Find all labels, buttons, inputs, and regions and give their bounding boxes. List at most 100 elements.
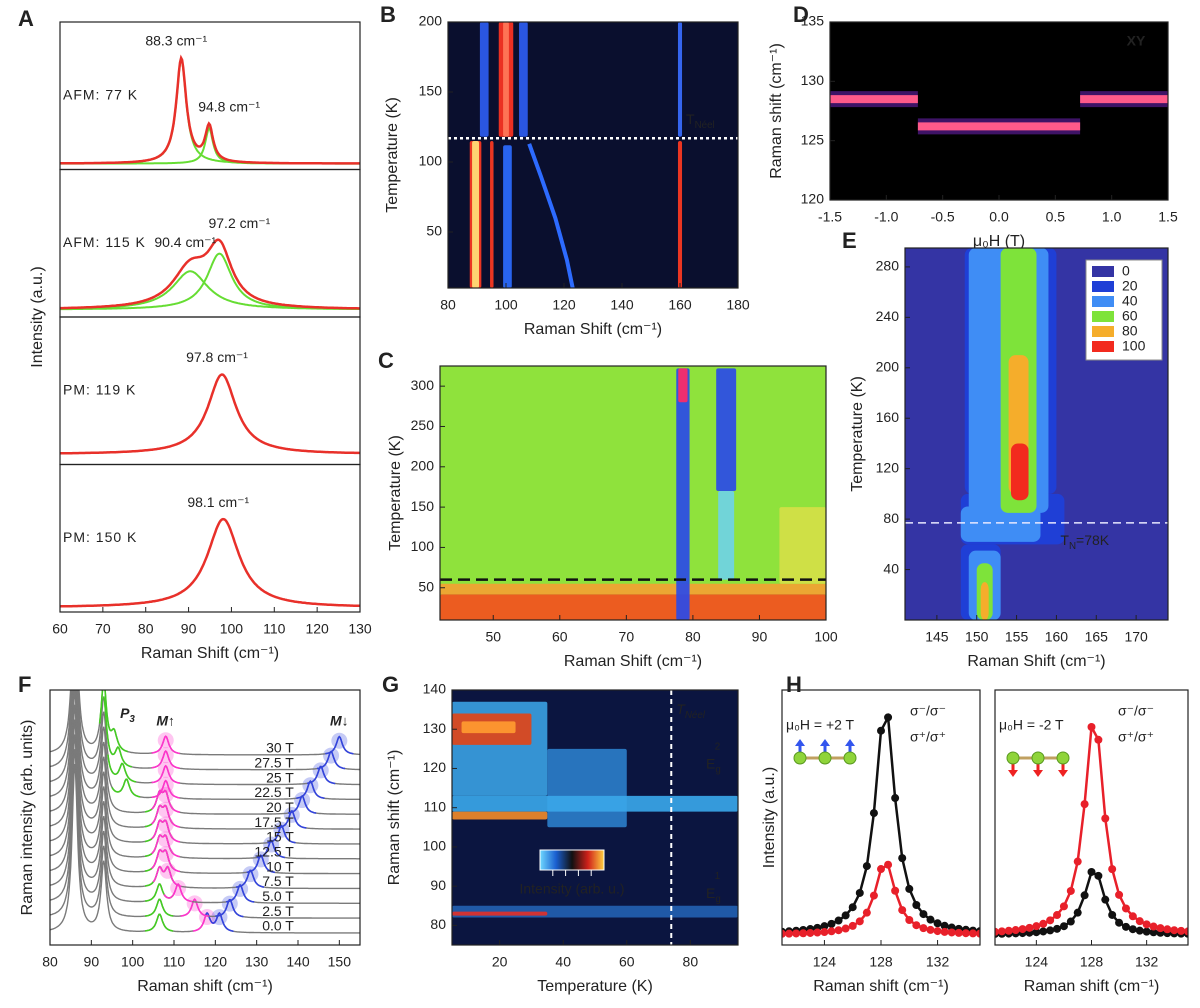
data-point: [947, 928, 956, 937]
m_down-peak: [307, 765, 336, 785]
data-point: [905, 916, 914, 925]
data-point: [912, 921, 921, 930]
transition-label: TNéel: [686, 111, 715, 131]
data-point: [834, 916, 843, 925]
colorbar: [539, 849, 605, 871]
x-axis-label: Raman shift (cm⁻¹): [1024, 978, 1160, 995]
panel-letter: H: [786, 672, 802, 697]
data-point: [1101, 814, 1110, 823]
data-point: [1135, 917, 1144, 926]
data-point: [1059, 922, 1068, 931]
plot-area: [60, 54, 360, 165]
x-tick-label: 80: [440, 297, 456, 313]
x-tick-label: 132: [1135, 954, 1159, 970]
legend-label: σ⁻/σ⁻: [910, 703, 946, 719]
p3-peak: [98, 690, 128, 753]
data-point: [891, 886, 900, 895]
x-tick-label: 130: [245, 954, 269, 970]
m_up-glow: [157, 732, 174, 749]
x-tick-label: 1.5: [1158, 209, 1178, 225]
annotation-main: P: [120, 705, 130, 721]
x-tick-label: 80: [42, 954, 58, 970]
region: [960, 506, 1041, 542]
trace: [50, 734, 360, 904]
m_down-glow: [323, 747, 340, 764]
transition-label: TN=78K: [1060, 532, 1109, 552]
m_up-peak: [180, 898, 209, 917]
x-tick-label: 180: [726, 297, 750, 313]
m_down-glow: [331, 732, 348, 749]
data-point: [926, 925, 935, 934]
region: [452, 795, 738, 812]
data-point: [976, 929, 980, 938]
annotation: M↑: [156, 713, 175, 729]
transition-label: TNéel: [676, 701, 706, 721]
plot-area: [60, 517, 360, 608]
m_down-glow: [232, 880, 249, 897]
x-tick-label: 60: [552, 629, 568, 645]
y-tick-label: 250: [411, 417, 435, 433]
x-tick-label: 170: [1124, 629, 1148, 645]
m_up-glow: [157, 846, 174, 863]
data-point: [1094, 735, 1103, 744]
region: [440, 583, 826, 595]
x-tick-label: 132: [926, 954, 950, 970]
x-tick-label: 155: [1005, 629, 1029, 645]
data-point: [919, 924, 928, 933]
x-tick-label: 50: [485, 629, 501, 645]
x-tick-label: -1.0: [874, 209, 898, 225]
y-tick-label: 100: [411, 538, 435, 554]
y-tick-label: 40: [883, 560, 899, 576]
x-tick-label: 110: [163, 954, 186, 970]
region: [676, 368, 690, 620]
y-axis-label: Intensity (a.u.): [29, 266, 46, 367]
component-curve: [60, 270, 360, 310]
axes-frame: [781, 689, 981, 946]
data-point: [855, 917, 864, 926]
data-point: [1121, 904, 1130, 913]
data-point: [898, 854, 907, 863]
m_down-glow: [294, 792, 311, 809]
data-point: [1046, 926, 1055, 935]
m_up-peak: [151, 764, 180, 784]
region: [440, 594, 826, 620]
y-tick-label: 120: [423, 759, 447, 775]
y-tick-label: 130: [423, 720, 447, 736]
annotation: AFM: 115 K: [63, 234, 146, 250]
fit-curve: [60, 373, 360, 455]
spin-head: [795, 739, 805, 746]
atom: [843, 751, 857, 765]
atom: [1056, 751, 1070, 765]
data-point: [1135, 926, 1144, 935]
panel-letter: B: [380, 2, 396, 27]
m_up-peak: [163, 883, 193, 903]
p3-peak: [145, 913, 174, 932]
y-tick-label: 140: [423, 681, 447, 697]
data-point: [1039, 919, 1048, 928]
field-label: 5.0 T: [262, 888, 294, 904]
data-point: [1108, 865, 1117, 874]
x-tick-label: 100: [814, 629, 838, 645]
y-axis-label: Intensity (a.u.): [761, 767, 778, 868]
data-point: [813, 928, 822, 937]
panel-letter: A: [18, 6, 34, 31]
data-point: [1177, 926, 1186, 935]
data-point: [954, 928, 963, 937]
y-axis-label: Temperature (K): [387, 435, 404, 551]
p3-peak: [111, 778, 141, 798]
x-tick-label: 124: [1025, 954, 1049, 970]
data-point: [891, 794, 900, 803]
trace: [50, 690, 360, 786]
x-tick-label: 124: [813, 954, 837, 970]
data-point: [995, 927, 999, 936]
m_up-glow: [157, 816, 174, 833]
field-label: 30 T: [266, 740, 294, 756]
field-label: 0.0 T: [262, 918, 294, 934]
legend-label: σ⁺/σ⁺: [1118, 729, 1154, 745]
annotation: PM: 119 K: [63, 381, 136, 397]
x-tick-label: 128: [869, 954, 893, 970]
x-tick-label: 70: [95, 621, 111, 637]
legend-label: 0: [1122, 263, 1130, 279]
x-tick-label: 130: [348, 621, 372, 637]
